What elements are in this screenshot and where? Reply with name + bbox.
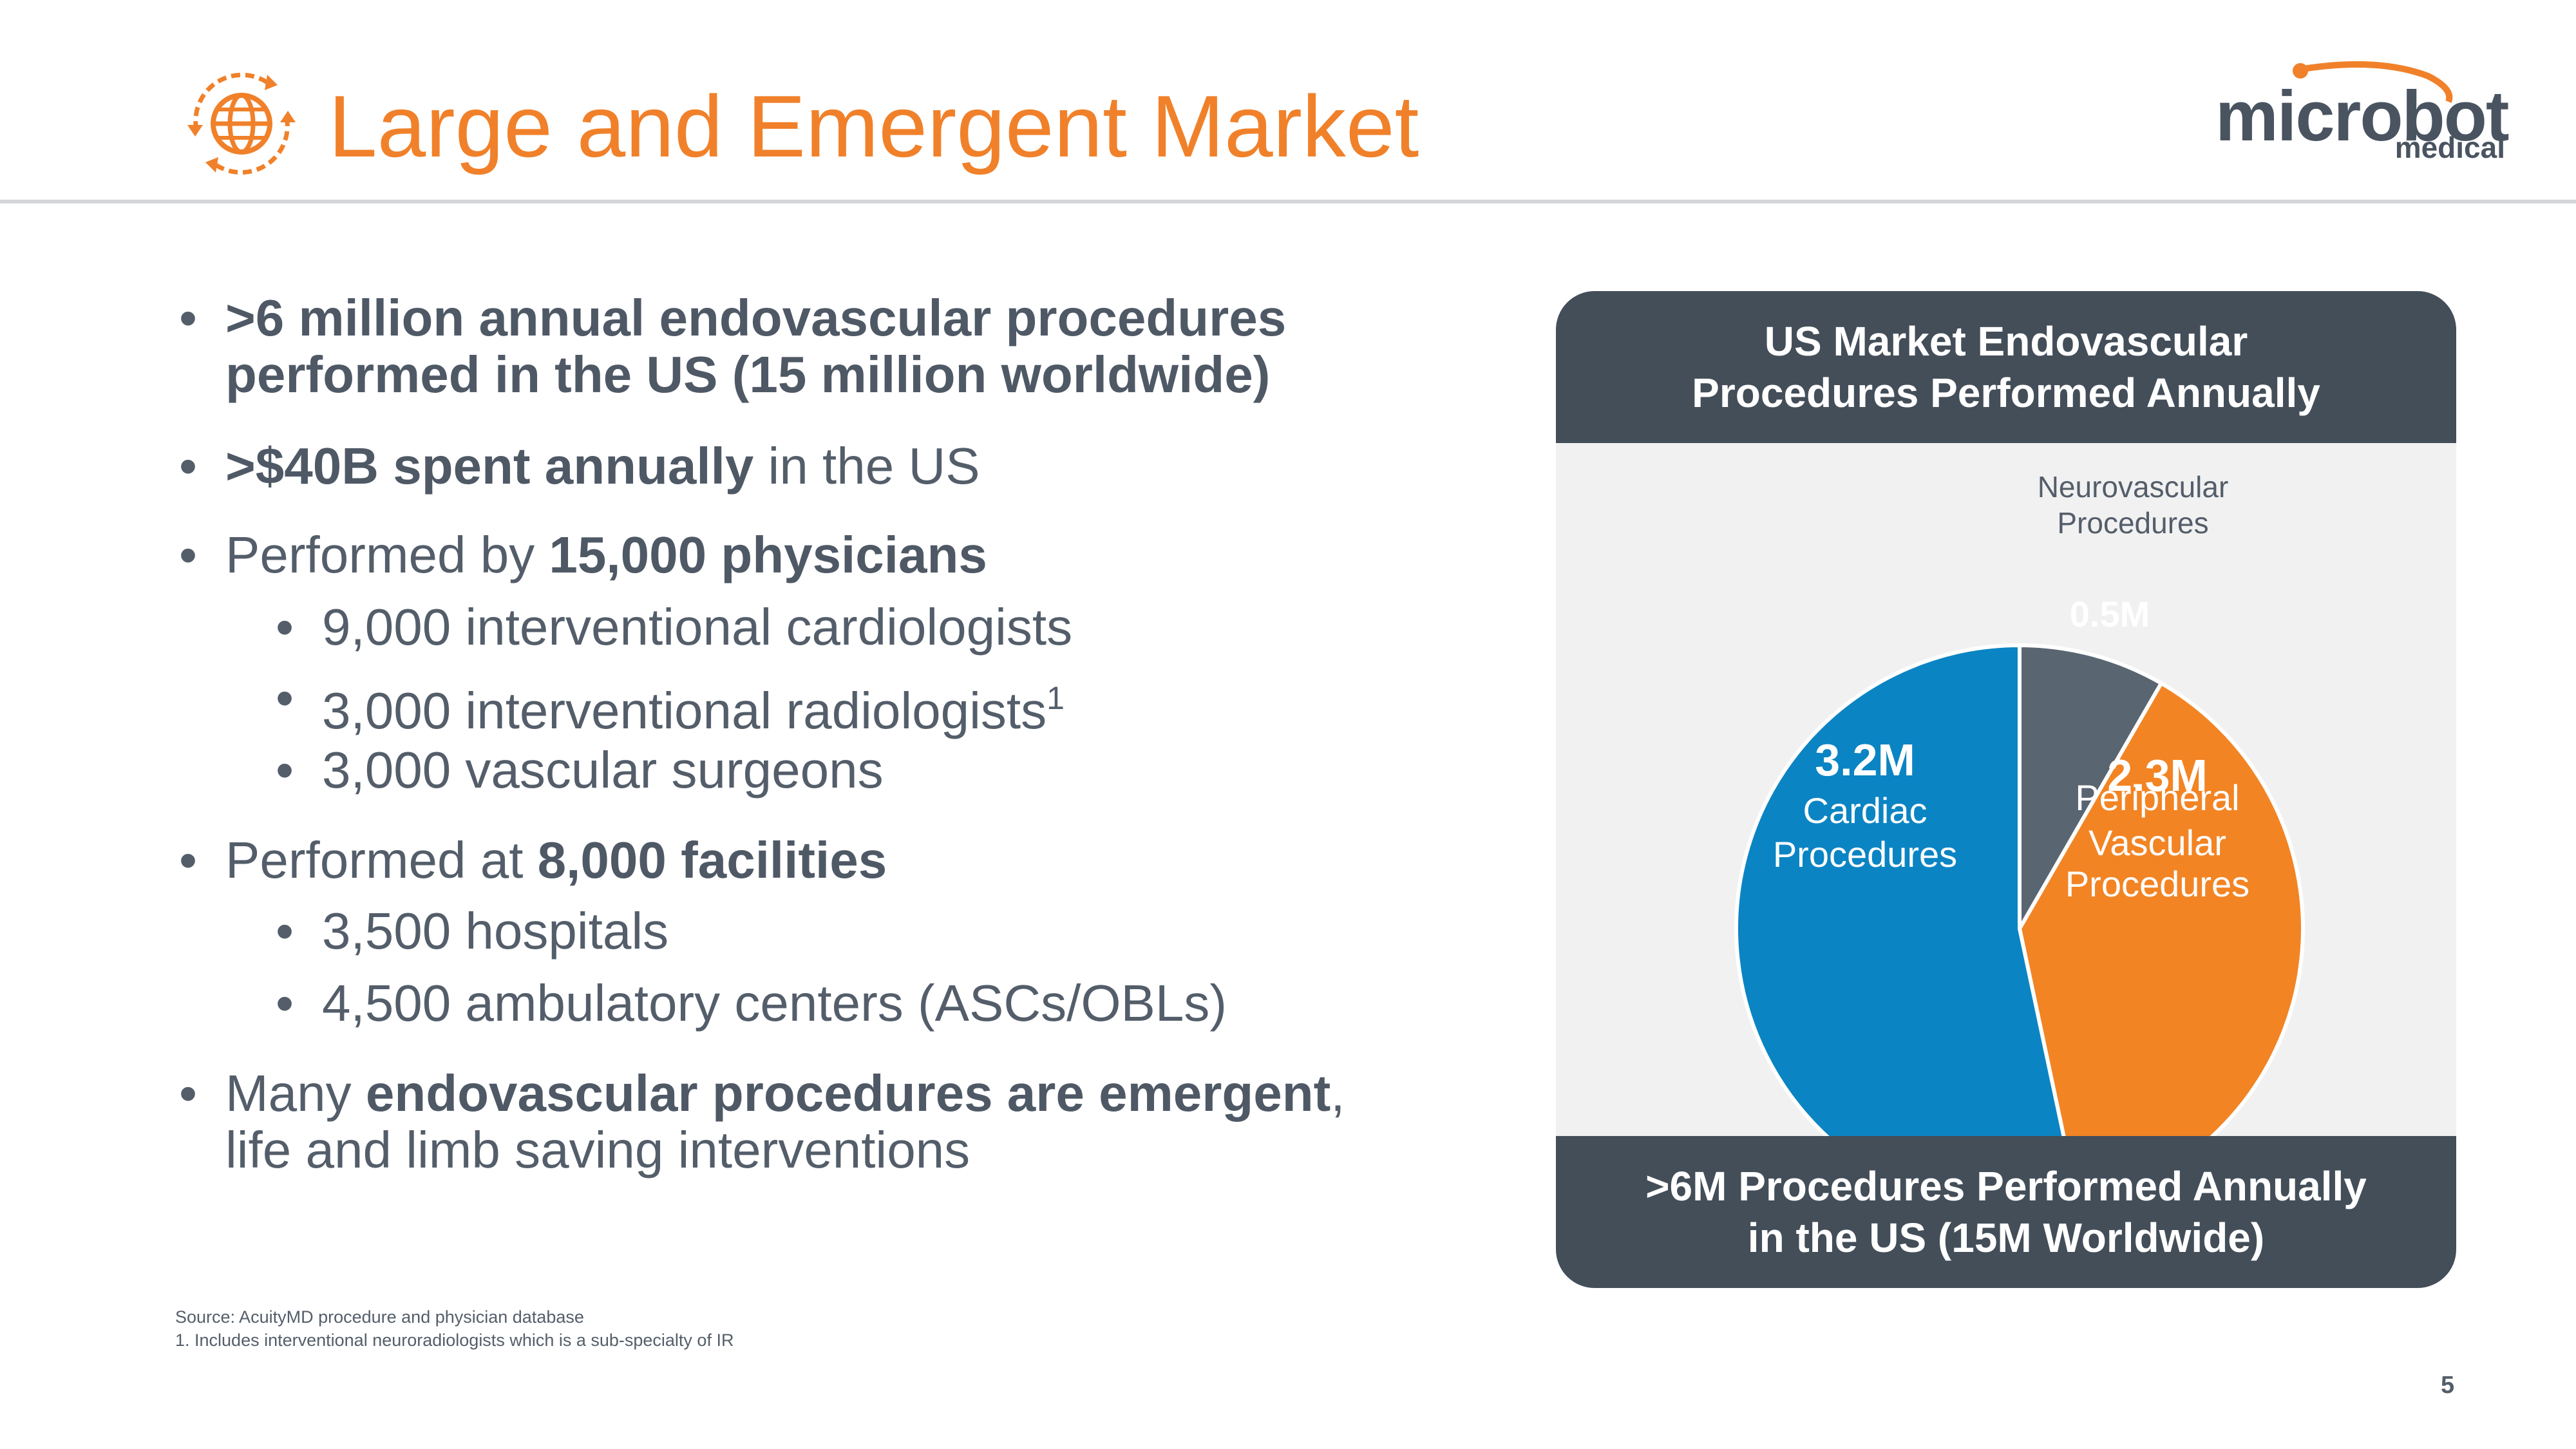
bullet-procedures-line2: performed in the US (15 million worldwid… [225, 346, 1271, 403]
bullet-spend: >$40B spent annually in the US [225, 437, 980, 495]
globe-cycle-icon [171, 66, 312, 182]
neuro-category-label: Procedures [2057, 506, 2208, 540]
bullet-dot: • [179, 437, 198, 495]
bullet-dot: • [276, 902, 294, 960]
panel-title-line1: US Market Endovascular [1764, 318, 2248, 365]
pie-category-label: Peripheral [2075, 777, 2239, 818]
page-number: 5 [2441, 1372, 2455, 1399]
bullet-dot: • [179, 1065, 198, 1122]
bullet-dot: • [276, 669, 294, 726]
neuro-category-label: Neurovascular [2038, 470, 2229, 504]
panel-footer-line1: >6M Procedures Performed Annually [1645, 1163, 2367, 1209]
pie-category-label: Procedures [2065, 864, 2249, 904]
pie-value-label: 2.3M [2107, 750, 2208, 800]
pie-category-label: Vascular [2088, 822, 2226, 863]
bullet-physicians: Performed by 15,000 physicians [225, 526, 987, 583]
panel-header: US Market Endovascular Procedures Perfor… [1556, 291, 2456, 443]
pie-value-label: 3.2M [1815, 735, 1915, 785]
logo-submark: medical [2394, 131, 2505, 164]
pie-category-label: Cardiac [1803, 790, 1927, 831]
bullet-emergent-line2: life and limb saving interventions [225, 1121, 971, 1179]
panel-footer: >6M Procedures Performed Annually in the… [1556, 1136, 2456, 1288]
bullet-dot: • [276, 741, 294, 799]
pie-slice-neurovascular-procedures [2018, 643, 2164, 936]
pie-category-label: Procedures [1773, 834, 1957, 875]
panel-title-line2: Procedures Performed Annually [1692, 370, 2320, 416]
bullet-dot: • [276, 598, 294, 656]
company-logo: microbot medical [2209, 57, 2524, 173]
bullet-dot: • [179, 526, 198, 583]
bullet-dot: • [179, 831, 198, 889]
bullet-radiologists: 3,000 interventional radiologists1 [322, 680, 1065, 739]
logo-wordmark: microbot [2215, 77, 2510, 156]
bullet-dot: • [276, 974, 294, 1032]
bullet-emergent-line1: Many endovascular procedures are emergen… [225, 1065, 1345, 1122]
bullet-cardiologists: 9,000 interventional cardiologists [322, 598, 1073, 656]
bullet-ambulatory: 4,500 ambulatory centers (ASCs/OBLs) [322, 974, 1227, 1032]
header-divider [0, 200, 2576, 204]
pie-chart: Neurovascular Procedures 0.5M 2.3MPeriphe… [1734, 470, 2305, 1214]
bullet-dot: • [179, 289, 198, 346]
bullet-facilities: Performed at 8,000 facilities [225, 831, 887, 889]
pie-value-label: 0.5M [2070, 594, 2150, 634]
panel-footer-line2: in the US (15M Worldwide) [1747, 1215, 2265, 1261]
market-chart-panel: US Market Endovascular Procedures Perfor… [1556, 291, 2456, 1288]
bullet-procedures-line1: >6 million annual endovascular procedure… [225, 289, 1287, 346]
footnote-1: 1. Includes interventional neuroradiolog… [175, 1331, 734, 1350]
source-footnote: Source: AcuityMD procedure and physician… [175, 1307, 584, 1327]
bullet-hospitals: 3,500 hospitals [322, 902, 669, 960]
page-title: Large and Emergent Market [328, 77, 1419, 175]
bullet-surgeons: 3,000 vascular surgeons [322, 741, 884, 799]
